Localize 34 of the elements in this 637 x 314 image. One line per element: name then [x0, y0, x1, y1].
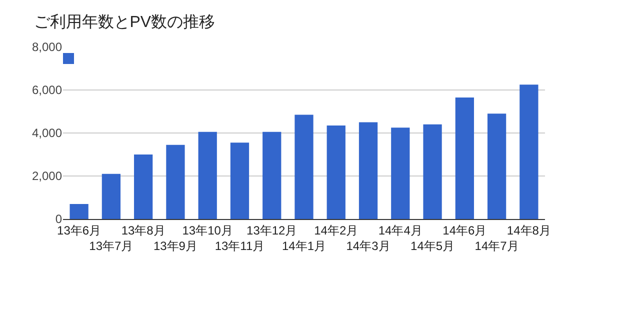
chart-title: ご利用年数とPV数の推移: [34, 12, 216, 31]
x-tick-label: 14年2月: [314, 223, 358, 238]
x-tick-label: 13年9月: [153, 239, 198, 253]
bar: [358, 122, 378, 219]
x-tick-label: 14年5月: [410, 239, 455, 253]
x-tick-label: 13年12月: [246, 223, 298, 238]
x-tick-label: 14年6月: [442, 223, 487, 238]
bar: [102, 174, 121, 219]
bar: [134, 154, 153, 219]
y-tick-label: 6,000: [32, 83, 62, 98]
x-tick-label: 14年4月: [378, 223, 422, 238]
bar: [423, 124, 442, 219]
bar: [166, 144, 185, 219]
x-tick-label: 13年11月: [214, 239, 265, 253]
bar: [455, 98, 474, 219]
bar: [487, 114, 506, 219]
x-tick-label: 14年7月: [474, 239, 519, 253]
bar: [391, 128, 410, 219]
y-tick-label: 4,000: [32, 126, 62, 140]
bar: [326, 125, 346, 219]
bar: [230, 142, 250, 219]
x-tick-label: 14年1月: [282, 239, 326, 253]
x-tick-label: 13年10月: [182, 223, 233, 238]
x-tick-label: 14年8月: [506, 223, 551, 238]
y-tick-label: 2,000: [32, 169, 62, 184]
x-tick-label: 14年3月: [346, 239, 390, 253]
bar: [294, 114, 314, 219]
bar: [70, 204, 88, 219]
y-tick-label: 8,000: [32, 40, 62, 54]
bar: [262, 132, 282, 219]
x-tick-label: 13年8月: [121, 223, 166, 238]
bar: [520, 84, 538, 219]
x-tick-label: 13年7月: [89, 239, 134, 253]
bar: [198, 132, 217, 219]
